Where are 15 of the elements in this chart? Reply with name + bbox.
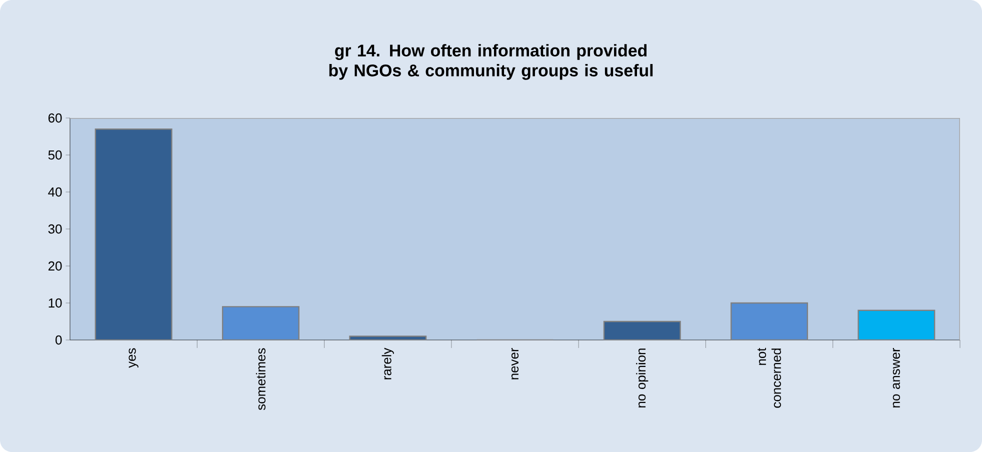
x-tick-label: no opinion — [636, 348, 648, 408]
x-tick-label: no answer — [892, 348, 900, 408]
x-tick-label: not concerned — [758, 348, 782, 408]
x-tick-label: rarely — [382, 348, 394, 380]
y-tick-label: 0 — [56, 335, 62, 345]
x-tick-label: never — [511, 348, 519, 380]
y-tick-label: 20 — [48, 261, 62, 271]
chart-title: gr 14. How often information provided by NGOs & community groups is useful — [329, 44, 653, 80]
y-tick-label: 40 — [48, 187, 62, 197]
x-tick-label: yes — [128, 348, 138, 368]
y-tick-label: 30 — [48, 224, 62, 234]
x-tick-label: sometimes — [256, 348, 266, 410]
y-tick-label: 60 — [48, 113, 62, 123]
y-tick-label: 50 — [48, 150, 62, 160]
y-tick-label: 10 — [48, 298, 62, 308]
